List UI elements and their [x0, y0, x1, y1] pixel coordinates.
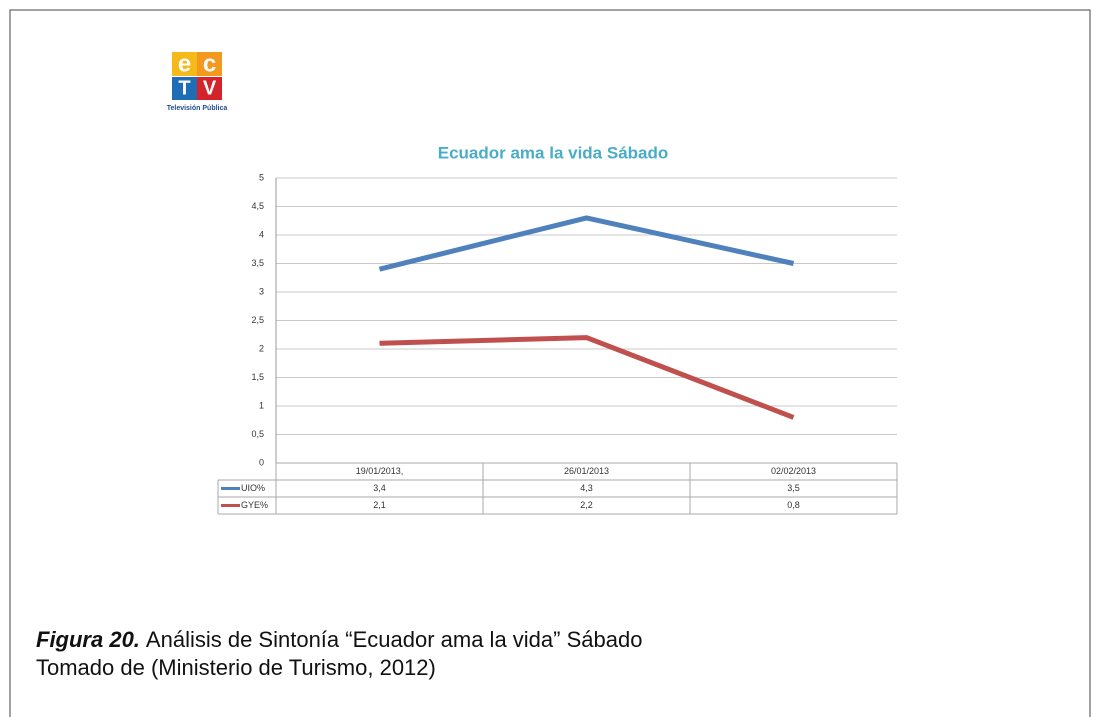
legend-label: GYE%: [241, 500, 268, 510]
y-tick-label: 2: [259, 343, 264, 353]
logo-block: [197, 77, 222, 100]
category-label: 19/01/2013,: [356, 466, 404, 476]
y-tick-label: 0,5: [251, 429, 264, 439]
page-frame: [9, 9, 1091, 717]
logo-tagline: Televisión Pública: [167, 105, 228, 112]
logo-letter: c: [203, 50, 216, 77]
caption-line: Figura 20. Análisis de Sintonía “Ecuador …: [36, 627, 642, 652]
value-label: 2,1: [373, 500, 386, 510]
value-label: 3,4: [373, 483, 386, 493]
logo-letter: e: [178, 50, 191, 77]
y-tick-label: 4: [259, 229, 264, 239]
caption-text: Análisis de Sintonía “Ecuador ama la vid…: [146, 627, 643, 652]
logo-block: [172, 52, 197, 76]
chart-title: Ecuador ama la vida Sábado: [438, 143, 669, 162]
value-label: 3,5: [787, 483, 800, 493]
value-label: 0,8: [787, 500, 800, 510]
y-tick-label: 1: [259, 400, 264, 410]
logo-letter: T: [178, 77, 190, 99]
logo-block: [172, 77, 197, 100]
y-tick-label: 2,5: [251, 315, 264, 325]
value-label: 4,3: [580, 483, 593, 493]
value-label: 2,2: [580, 500, 593, 510]
y-tick-label: 3,5: [251, 258, 264, 268]
y-tick-label: 3: [259, 286, 264, 296]
category-label: 02/02/2013: [771, 466, 816, 476]
data-line: [379, 335, 795, 420]
y-tick-label: 5: [259, 172, 264, 182]
logo-letter: V: [203, 77, 217, 99]
legend-label: UIO%: [241, 483, 265, 493]
caption-source: Tomado de (Ministerio de Turismo, 2012): [36, 655, 436, 680]
caption-label: Figura 20.: [36, 627, 140, 652]
y-tick-label: 0: [259, 457, 264, 467]
category-label: 26/01/2013: [564, 466, 609, 476]
logo-block: [197, 52, 222, 76]
y-tick-label: 4,5: [251, 201, 264, 211]
y-tick-label: 1,5: [251, 372, 264, 382]
data-line: [378, 215, 795, 272]
